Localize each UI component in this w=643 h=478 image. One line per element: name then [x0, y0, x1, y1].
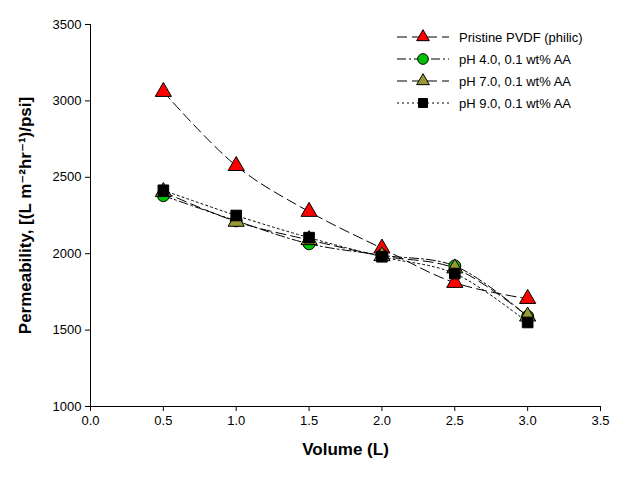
svg-text:1000: 1000 — [53, 399, 82, 414]
svg-text:0.0: 0.0 — [81, 413, 99, 428]
html-text:Pristine PVDF (philic): Pristine PVDF (philic) — [459, 29, 583, 45]
svg-text:2000: 2000 — [53, 246, 82, 261]
svg-text:2.0: 2.0 — [373, 413, 391, 428]
svg-text:Volume (L): Volume (L) — [302, 440, 389, 459]
svg-text:Permeability, [(L m⁻²hr⁻¹)/psi: Permeability, [(L m⁻²hr⁻¹)/psi] — [16, 97, 35, 334]
svg-text:1500: 1500 — [53, 322, 82, 337]
svg-text:3.0: 3.0 — [519, 413, 537, 428]
svg-text:3500: 3500 — [53, 17, 82, 32]
svg-text:3000: 3000 — [53, 93, 82, 108]
svg-text:2500: 2500 — [53, 169, 82, 184]
html-text:pH 4.0, 0.1 wt% AA: pH 4.0, 0.1 wt% AA — [459, 51, 571, 67]
svg-text:1.0: 1.0 — [227, 413, 245, 428]
html-text:pH 9.0, 0.1 wt% AA: pH 9.0, 0.1 wt% AA — [459, 95, 571, 111]
svg-text:1.5: 1.5 — [300, 413, 318, 428]
svg-text:2.5: 2.5 — [446, 413, 464, 428]
svg-text:0.5: 0.5 — [154, 413, 172, 428]
svg-text:3.5: 3.5 — [591, 413, 609, 428]
html-text:pH 7.0, 0.1 wt% AA: pH 7.0, 0.1 wt% AA — [459, 73, 571, 89]
